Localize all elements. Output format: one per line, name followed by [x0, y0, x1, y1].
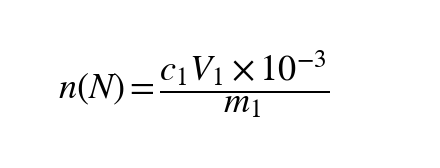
- Text: $n(N) = \dfrac{c_1 V_1 \times 10^{-3}}{m_1}$: $n(N) = \dfrac{c_1 V_1 \times 10^{-3}}{m…: [58, 48, 330, 120]
